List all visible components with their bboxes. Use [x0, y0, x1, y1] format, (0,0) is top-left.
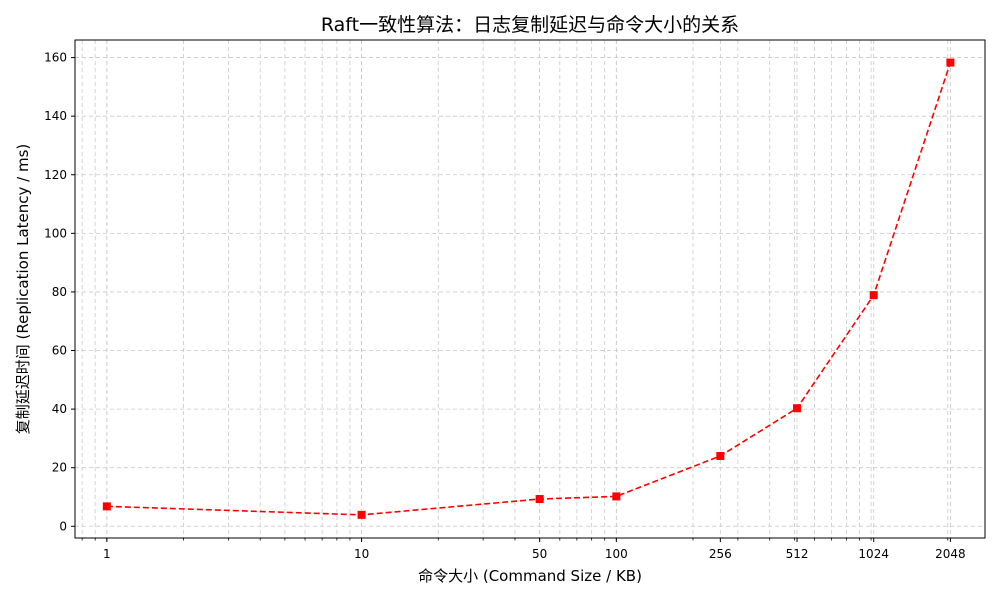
data-point: [102, 502, 111, 511]
x-tick-label: 50: [532, 547, 547, 561]
x-tick-label: 100: [605, 547, 628, 561]
series-layer: [102, 58, 955, 519]
plot-frame: [74, 39, 986, 539]
data-point: [869, 291, 878, 300]
y-tick-label: 80: [52, 285, 67, 299]
y-tick-label: 60: [52, 344, 67, 358]
x-tick-label: 2048: [935, 547, 966, 561]
y-axis: 0 20 40 60 80 100 120 140 160: [44, 51, 75, 533]
data-point: [535, 495, 544, 504]
series-line: [106, 62, 952, 516]
y-tick-label: 100: [44, 226, 67, 240]
x-axis: 1 10 50 100 256 512 1024 2048: [81, 538, 966, 561]
x-axis-label: 命令大小 (Command Size / KB): [418, 567, 642, 585]
x-tick-label: 256: [709, 547, 732, 561]
grid: [75, 40, 985, 538]
x-tick-label: 10: [354, 547, 369, 561]
y-tick-label: 140: [44, 109, 67, 123]
x-tick-label: 512: [786, 547, 809, 561]
y-tick-label: 0: [59, 519, 67, 533]
y-tick-label: 20: [52, 461, 67, 475]
y-tick-label: 40: [52, 402, 67, 416]
y-tick-label: 160: [44, 51, 67, 65]
data-point: [793, 404, 802, 413]
data-point: [612, 492, 621, 501]
data-point: [946, 58, 955, 67]
y-axis-label: 复制延迟时间 (Replication Latency / ms): [14, 144, 32, 435]
data-point: [357, 510, 366, 519]
y-tick-label: 120: [44, 168, 67, 182]
data-point: [716, 451, 725, 460]
chart-title: Raft一致性算法：日志复制延迟与命令大小的关系: [321, 14, 739, 36]
x-tick-label: 1: [103, 547, 111, 561]
x-tick-label: 1024: [858, 547, 889, 561]
